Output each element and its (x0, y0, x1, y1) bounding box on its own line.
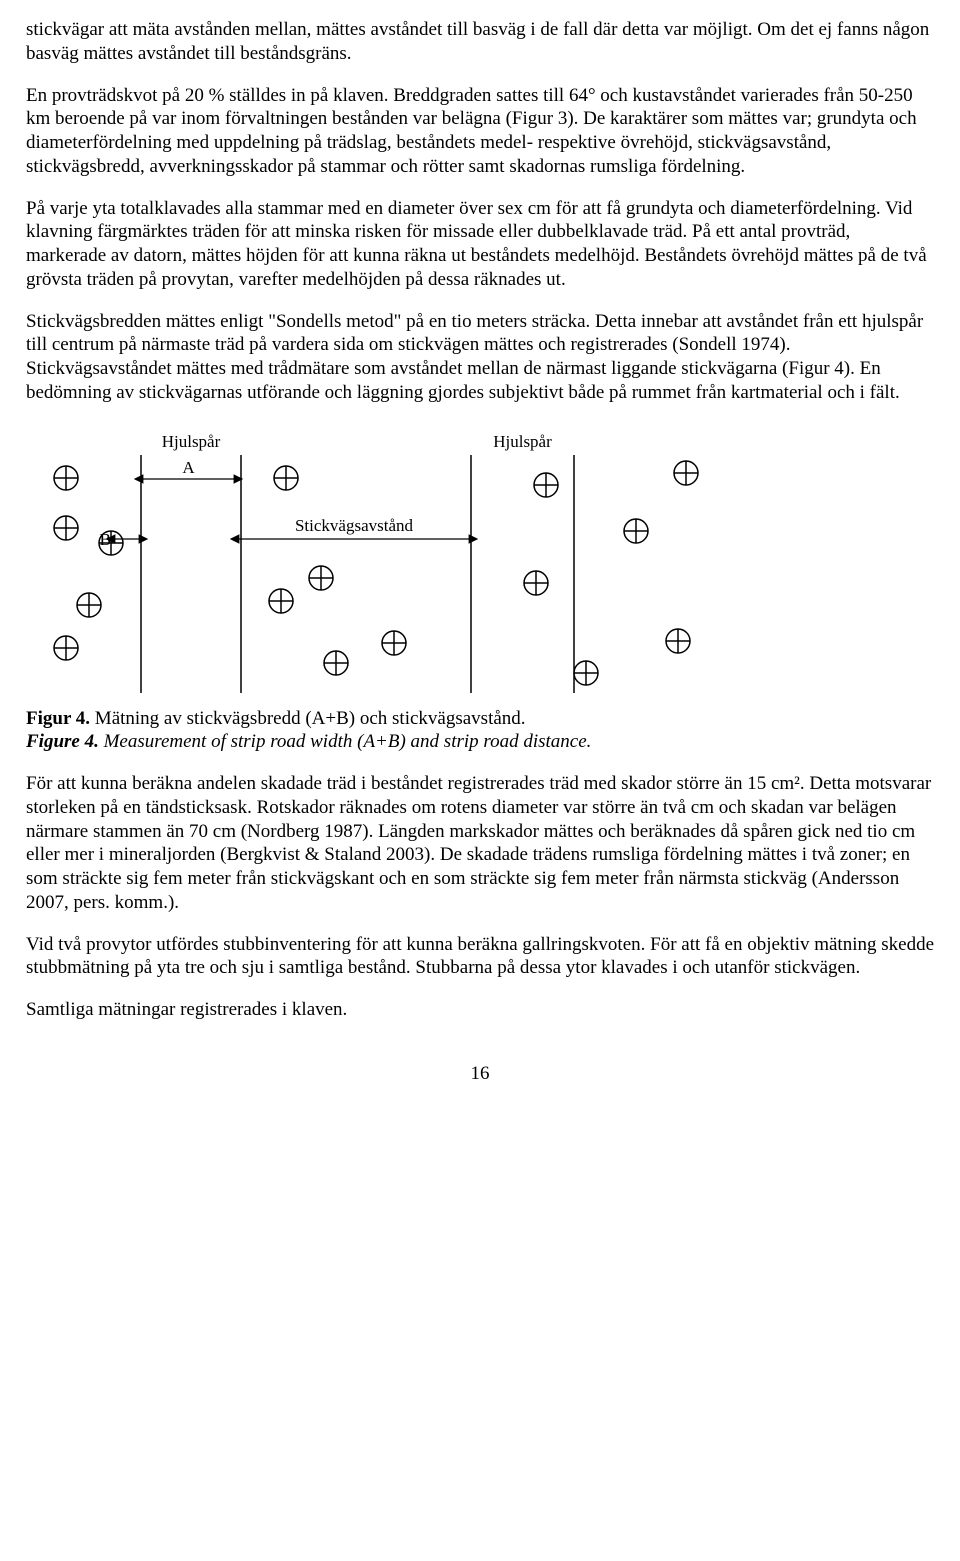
caption-en-label: Figure 4. (26, 731, 99, 752)
figure-4-caption: Figur 4. Mätning av stickvägsbredd (A+B)… (26, 707, 934, 755)
paragraph-4: Stickvägsbredden mättes enligt "Sondells… (26, 310, 934, 405)
svg-text:A: A (182, 458, 195, 477)
svg-text:Hjulspår: Hjulspår (162, 432, 221, 451)
paragraph-5: För att kunna beräkna andelen skadade tr… (26, 772, 934, 915)
svg-text:Hjulspår: Hjulspår (493, 432, 552, 451)
paragraph-3: På varje yta totalklavades alla stammar … (26, 197, 934, 292)
figure-4-svg: HjulspårHjulspårABStickvägsavstånd (26, 423, 726, 703)
svg-text:Stickvägsavstånd: Stickvägsavstånd (295, 516, 414, 535)
paragraph-6: Vid två provytor utfördes stubbinventeri… (26, 933, 934, 981)
caption-sv-text: Mätning av stickvägsbredd (A+B) och stic… (90, 708, 526, 729)
caption-en-text: Measurement of strip road width (A+B) an… (99, 731, 592, 752)
paragraph-2: En provträdskvot på 20 % ställdes in på … (26, 84, 934, 179)
caption-sv-label: Figur 4. (26, 708, 90, 729)
paragraph-1: stickvägar att mäta avstånden mellan, mä… (26, 18, 934, 66)
page-number: 16 (26, 1062, 934, 1086)
paragraph-7: Samtliga mätningar registrerades i klave… (26, 998, 934, 1022)
figure-4-diagram: HjulspårHjulspårABStickvägsavstånd (26, 423, 934, 703)
